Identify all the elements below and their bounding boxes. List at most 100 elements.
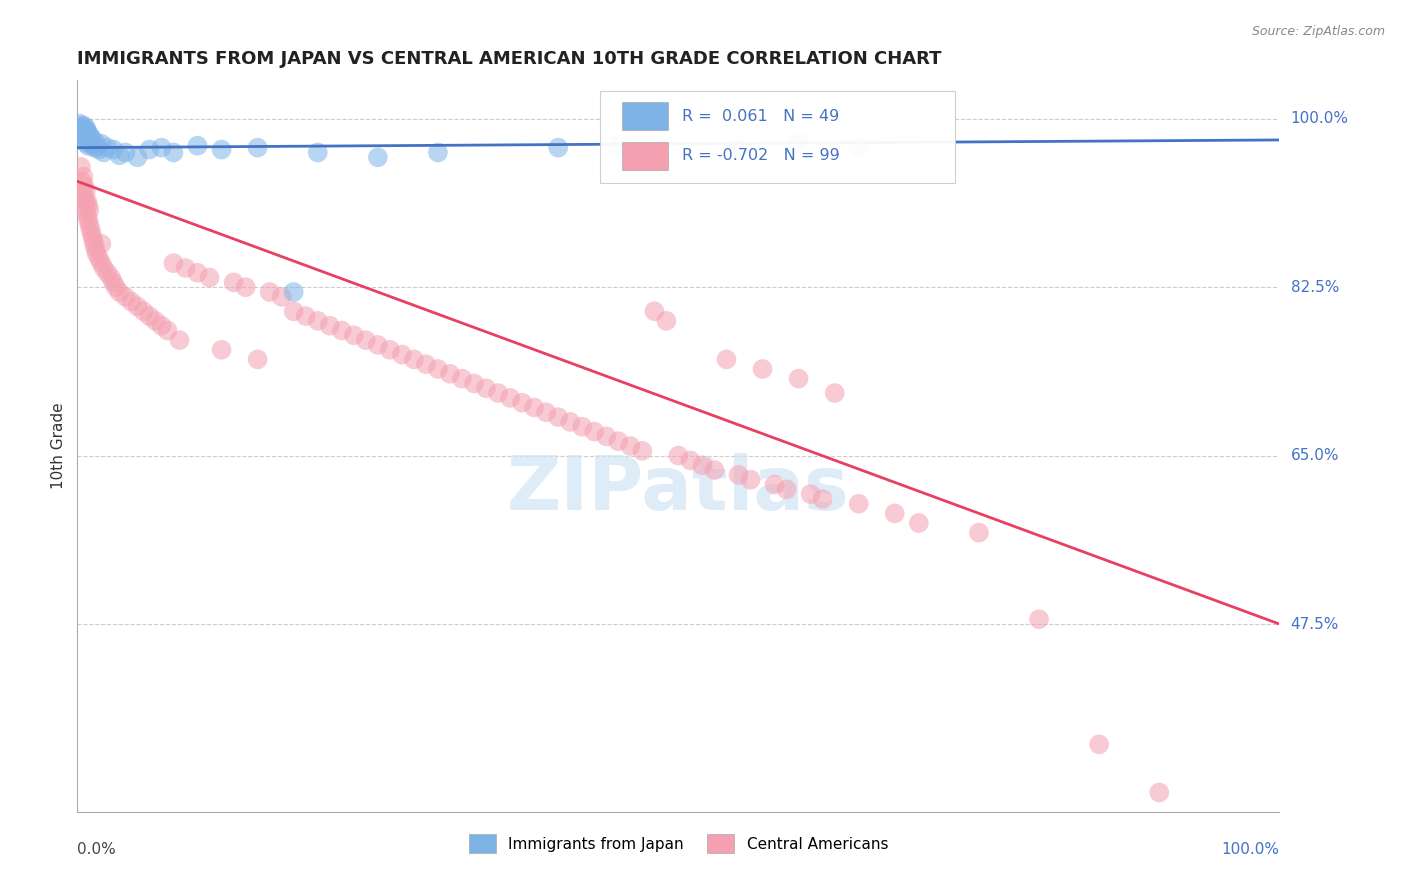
Text: 65.0%: 65.0% — [1291, 448, 1339, 463]
Point — [100, 270, 122, 285]
Point — [367, 338, 389, 352]
Point — [73, 122, 96, 136]
Point — [70, 160, 93, 174]
Point — [740, 473, 762, 487]
Point — [87, 143, 110, 157]
Point — [73, 127, 96, 141]
Point — [79, 136, 101, 150]
Point — [120, 294, 142, 309]
Text: 100.0%: 100.0% — [1222, 842, 1279, 857]
Point — [367, 150, 389, 164]
Point — [330, 324, 353, 338]
Point — [96, 266, 118, 280]
Point — [824, 386, 846, 401]
Point — [800, 487, 823, 501]
Point — [104, 280, 127, 294]
Point — [150, 318, 173, 333]
FancyBboxPatch shape — [600, 91, 955, 183]
Point — [127, 300, 149, 314]
Point — [727, 143, 749, 157]
Point — [162, 256, 184, 270]
Point — [343, 328, 366, 343]
Point — [69, 117, 91, 131]
Point — [82, 232, 104, 246]
Point — [246, 141, 269, 155]
Point — [108, 285, 131, 299]
Point — [75, 184, 97, 198]
Point — [96, 141, 118, 155]
Point — [307, 314, 329, 328]
Text: IMMIGRANTS FROM JAPAN VS CENTRAL AMERICAN 10TH GRADE CORRELATION CHART: IMMIGRANTS FROM JAPAN VS CENTRAL AMERICA… — [77, 50, 942, 68]
Point — [270, 290, 292, 304]
Point — [787, 136, 810, 150]
Point — [84, 242, 107, 256]
Point — [150, 141, 173, 155]
Point — [259, 285, 281, 299]
Point — [72, 188, 94, 202]
Point — [73, 133, 96, 147]
Text: 47.5%: 47.5% — [1291, 616, 1339, 632]
Text: 0.0%: 0.0% — [77, 842, 117, 857]
Point — [77, 198, 100, 212]
Point — [80, 227, 103, 242]
Point — [451, 371, 474, 385]
Point — [198, 270, 221, 285]
Point — [439, 367, 461, 381]
Point — [83, 141, 105, 155]
Point — [787, 371, 810, 385]
Point — [76, 123, 98, 137]
Point — [72, 169, 94, 184]
Point — [848, 497, 870, 511]
Point — [583, 425, 606, 439]
Point — [73, 194, 96, 208]
Point — [114, 290, 136, 304]
Point — [70, 121, 93, 136]
Point — [547, 410, 569, 425]
Point — [716, 352, 738, 367]
Point — [70, 126, 93, 140]
Point — [138, 309, 160, 323]
Bar — [621, 103, 668, 130]
Point — [87, 252, 110, 266]
Point — [75, 120, 97, 135]
Point — [103, 143, 125, 157]
Text: R =  0.061   N = 49: R = 0.061 N = 49 — [682, 109, 839, 124]
Point — [90, 236, 112, 251]
Point — [108, 148, 131, 162]
Point — [967, 525, 990, 540]
Point — [132, 304, 155, 318]
Point — [127, 150, 149, 164]
Point — [354, 333, 377, 347]
Point — [307, 145, 329, 160]
Point — [77, 138, 100, 153]
Point — [72, 129, 94, 144]
Legend: Immigrants from Japan, Central Americans: Immigrants from Japan, Central Americans — [463, 828, 894, 859]
Point — [283, 304, 305, 318]
Text: 82.5%: 82.5% — [1291, 280, 1339, 294]
Point — [73, 179, 96, 194]
Point — [1149, 785, 1171, 799]
Point — [811, 491, 834, 506]
Point — [72, 119, 94, 133]
Point — [402, 352, 425, 367]
Point — [848, 141, 870, 155]
Point — [93, 260, 115, 275]
Point — [90, 256, 112, 270]
Point — [679, 453, 702, 467]
Point — [70, 174, 93, 188]
Point — [751, 362, 773, 376]
Point — [79, 222, 101, 236]
Point — [655, 314, 678, 328]
Point — [378, 343, 401, 357]
Point — [83, 236, 105, 251]
Point — [475, 381, 498, 395]
Point — [463, 376, 485, 391]
Point — [427, 362, 450, 376]
Point — [84, 135, 107, 149]
Text: Source: ZipAtlas.com: Source: ZipAtlas.com — [1251, 25, 1385, 38]
Point — [222, 276, 245, 290]
Point — [156, 324, 179, 338]
Point — [82, 137, 104, 152]
Point — [93, 145, 115, 160]
Point — [86, 139, 108, 153]
